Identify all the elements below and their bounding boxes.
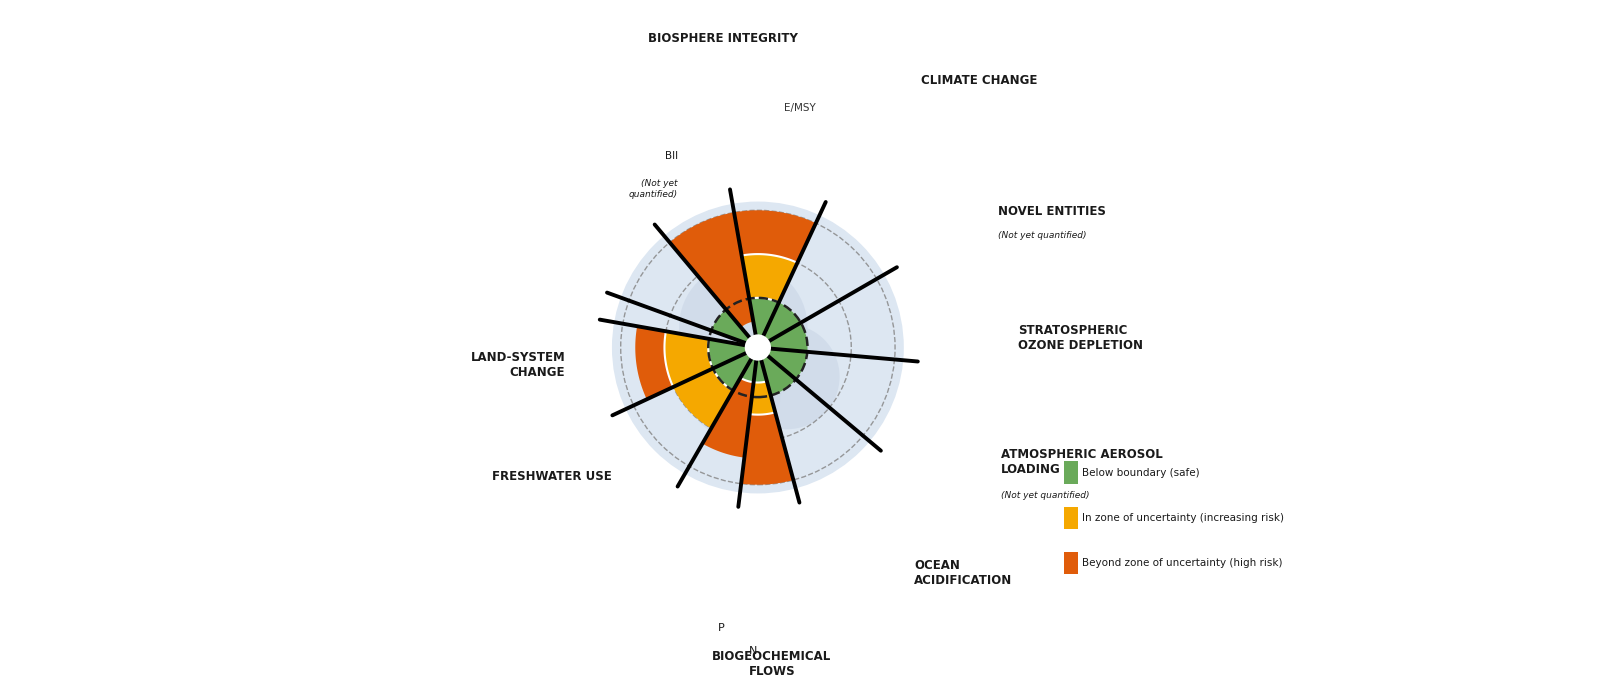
Polygon shape xyxy=(755,348,765,377)
Polygon shape xyxy=(742,254,797,302)
Polygon shape xyxy=(778,350,807,379)
Text: BII: BII xyxy=(664,152,677,161)
Polygon shape xyxy=(740,370,755,382)
Text: In zone of uncertainty (increasing risk): In zone of uncertainty (increasing risk) xyxy=(1082,513,1285,523)
Polygon shape xyxy=(734,211,816,263)
Text: STRATOSPHERIC
OZONE DEPLETION: STRATOSPHERIC OZONE DEPLETION xyxy=(1019,325,1144,352)
Text: (Not yet quantified): (Not yet quantified) xyxy=(1001,491,1090,500)
Polygon shape xyxy=(758,313,791,348)
FancyBboxPatch shape xyxy=(1064,461,1077,484)
Circle shape xyxy=(612,202,904,493)
Text: Beyond zone of uncertainty (high risk): Beyond zone of uncertainty (high risk) xyxy=(1082,558,1283,568)
Polygon shape xyxy=(674,368,734,428)
Circle shape xyxy=(688,345,781,438)
Polygon shape xyxy=(750,382,776,415)
Polygon shape xyxy=(781,322,807,352)
Circle shape xyxy=(679,263,807,391)
Text: BIOGEOCHEMICAL
FLOWS: BIOGEOCHEMICAL FLOWS xyxy=(713,650,831,678)
Polygon shape xyxy=(719,316,758,348)
FancyBboxPatch shape xyxy=(1064,552,1077,574)
Circle shape xyxy=(745,334,771,361)
Polygon shape xyxy=(758,332,791,350)
Polygon shape xyxy=(758,348,787,366)
Text: (Not yet quantified): (Not yet quantified) xyxy=(998,231,1085,240)
Text: (Not yet
quantified): (Not yet quantified) xyxy=(629,179,677,199)
Text: CLIMATE CHANGE: CLIMATE CHANGE xyxy=(922,74,1037,87)
Polygon shape xyxy=(635,326,674,400)
Polygon shape xyxy=(711,309,740,338)
Polygon shape xyxy=(750,302,778,348)
Polygon shape xyxy=(750,298,779,324)
Polygon shape xyxy=(713,359,745,391)
Polygon shape xyxy=(716,340,758,366)
Text: P: P xyxy=(718,623,724,632)
FancyBboxPatch shape xyxy=(1064,507,1077,529)
Polygon shape xyxy=(708,339,734,368)
Polygon shape xyxy=(669,213,753,327)
Polygon shape xyxy=(664,332,713,387)
Text: NOVEL ENTITIES: NOVEL ENTITIES xyxy=(998,206,1105,218)
Text: N: N xyxy=(748,646,757,656)
Text: LAND-SYSTEM
CHANGE: LAND-SYSTEM CHANGE xyxy=(470,351,565,379)
Polygon shape xyxy=(770,302,800,334)
Polygon shape xyxy=(719,348,758,384)
Polygon shape xyxy=(703,378,753,457)
Polygon shape xyxy=(744,348,758,377)
Text: OCEAN
ACIDIFICATION: OCEAN ACIDIFICATION xyxy=(914,559,1012,587)
Text: BIOSPHERE INTEGRITY: BIOSPHERE INTEGRITY xyxy=(648,32,799,45)
Text: ATMOSPHERIC AEROSOL
LOADING: ATMOSPHERIC AEROSOL LOADING xyxy=(1001,448,1163,476)
Text: E/MSY: E/MSY xyxy=(784,103,815,113)
Circle shape xyxy=(734,324,839,430)
Polygon shape xyxy=(758,348,789,387)
Text: FRESHWATER USE: FRESHWATER USE xyxy=(492,470,612,482)
Polygon shape xyxy=(765,364,795,395)
Text: Below boundary (safe): Below boundary (safe) xyxy=(1082,468,1200,477)
Polygon shape xyxy=(753,373,766,382)
Polygon shape xyxy=(742,412,794,484)
